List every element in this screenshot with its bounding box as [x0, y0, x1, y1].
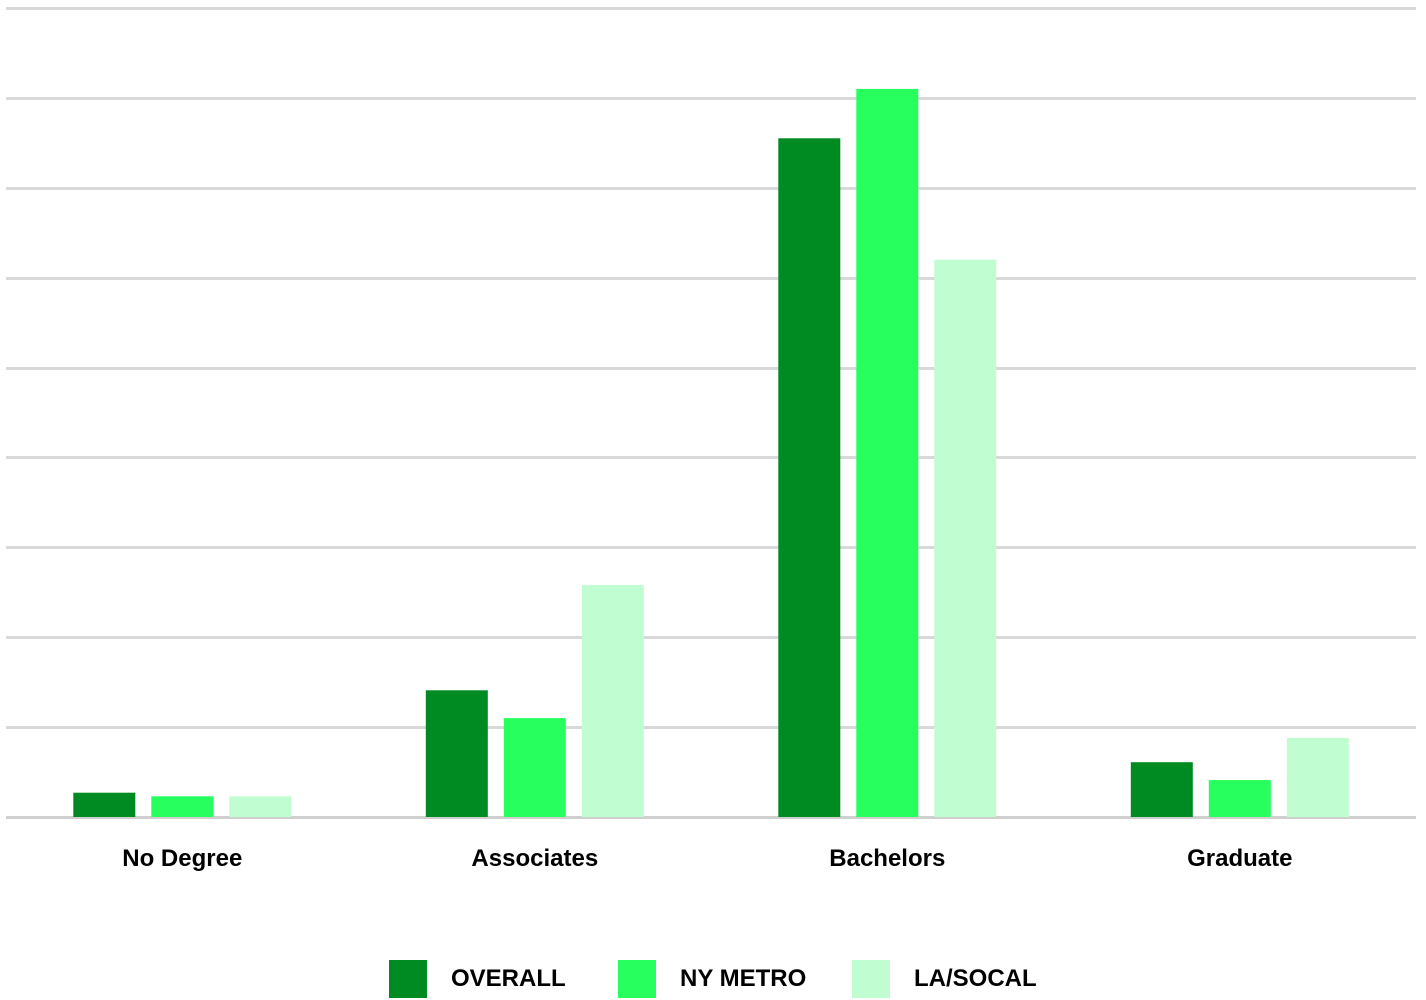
bar-overall-bachelors	[778, 138, 841, 818]
legend-swatch-la-socal	[852, 960, 890, 998]
legend-label-overall: OVERALL	[451, 965, 566, 992]
legend: OVERALL NY METRO LA/SOCAL	[0, 958, 1426, 1000]
x-tick-label: Associates	[471, 845, 598, 872]
legend-label-ny-metro: NY METRO	[680, 965, 807, 992]
bar-la-socal-graduate	[1286, 737, 1349, 817]
bar-chart: No Degree Associates Bachelors Graduate	[6, 7, 1416, 872]
bar-la-socal-bachelors	[934, 259, 997, 817]
legend-swatch-overall	[389, 960, 427, 998]
bar-ny-metro-associates	[503, 718, 566, 817]
bar-overall-graduate	[1130, 762, 1193, 817]
bar-ny-metro-graduate	[1208, 780, 1271, 817]
legend-swatch-ny-metro	[618, 960, 656, 998]
x-tick-label: Graduate	[1187, 845, 1292, 872]
gridlines	[6, 7, 1416, 819]
bar-la-socal-no-degree	[229, 796, 292, 817]
legend-label-la-socal: LA/SOCAL	[914, 965, 1037, 992]
bar-ny-metro-no-degree	[151, 796, 214, 817]
bar-la-socal-associates	[581, 585, 644, 817]
bar-overall-no-degree	[73, 792, 136, 817]
bars	[73, 88, 1349, 818]
bar-ny-metro-bachelors	[856, 88, 919, 817]
x-tick-label: Bachelors	[829, 845, 945, 872]
x-tick-labels: No Degree Associates Bachelors Graduate	[122, 845, 1292, 872]
bar-overall-associates	[425, 690, 488, 817]
x-tick-label: No Degree	[122, 845, 242, 872]
